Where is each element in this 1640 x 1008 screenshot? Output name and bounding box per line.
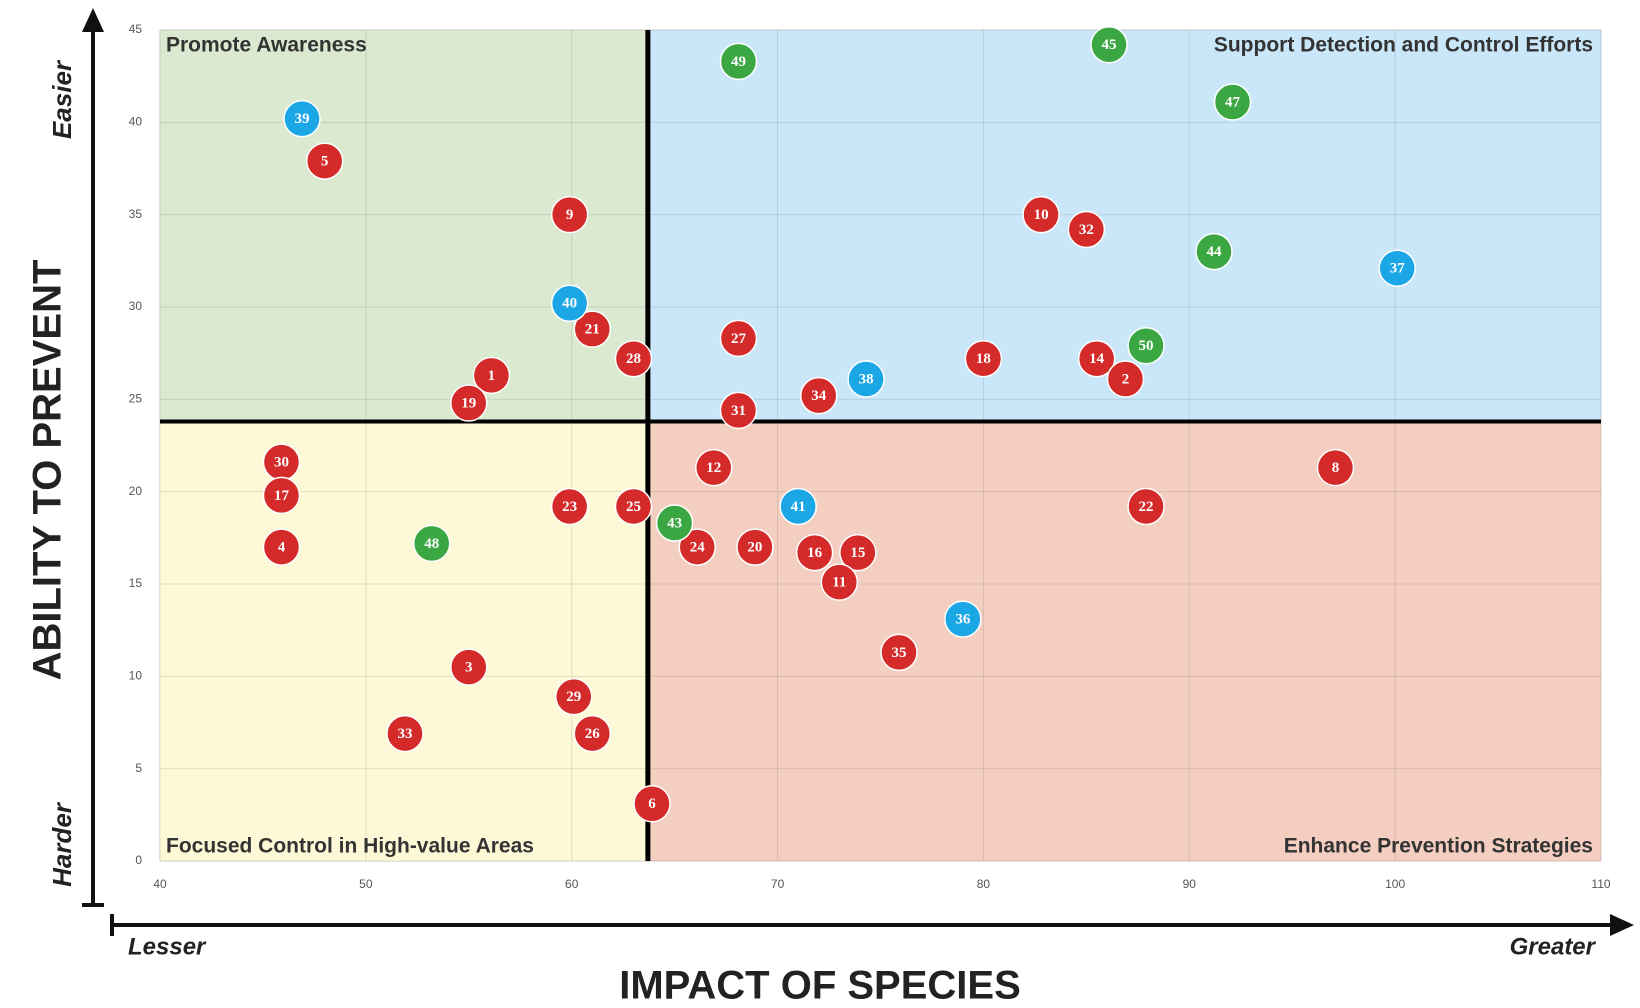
point-label: 18 bbox=[976, 351, 991, 367]
point-label: 11 bbox=[832, 575, 846, 591]
point-label: 24 bbox=[690, 540, 706, 556]
x-tick-label: 110 bbox=[1591, 877, 1610, 891]
y-axis-label: ABILITY TO PREVENT bbox=[26, 260, 70, 681]
quadrant-label: Support Detection and Control Efforts bbox=[1214, 34, 1593, 57]
y-tick-label: 25 bbox=[129, 392, 143, 406]
point-label: 45 bbox=[1102, 37, 1117, 53]
y-low-label: Harder bbox=[47, 801, 77, 887]
point-label: 33 bbox=[397, 726, 412, 742]
y-tick-label: 0 bbox=[135, 853, 142, 867]
quadrant-label: Promote Awareness bbox=[166, 34, 367, 57]
point-label: 5 bbox=[321, 154, 329, 170]
point-label: 27 bbox=[731, 331, 747, 347]
y-tick-label: 10 bbox=[129, 669, 143, 683]
y-tick-label: 40 bbox=[129, 115, 143, 129]
x-axis-label: IMPACT OF SPECIES bbox=[619, 964, 1021, 1008]
quadrant bbox=[160, 421, 648, 861]
point-label: 43 bbox=[667, 515, 682, 531]
quadrant-label: Focused Control in High-value Areas bbox=[166, 835, 534, 858]
point-label: 25 bbox=[626, 499, 641, 515]
point-label: 37 bbox=[1390, 261, 1406, 277]
quadrant-label: Enhance Prevention Strategies bbox=[1284, 835, 1593, 858]
point-label: 48 bbox=[424, 536, 439, 552]
point-label: 1 bbox=[488, 368, 496, 384]
y-tick-label: 20 bbox=[129, 484, 143, 498]
point-label: 23 bbox=[562, 499, 577, 515]
point-label: 4 bbox=[278, 540, 286, 556]
point-label: 44 bbox=[1206, 244, 1222, 260]
point-label: 26 bbox=[585, 726, 601, 742]
point-label: 34 bbox=[811, 388, 827, 404]
y-high-label: Easier bbox=[47, 59, 77, 139]
x-tick-label: 90 bbox=[1183, 877, 1197, 891]
point-label: 39 bbox=[295, 111, 310, 127]
point-label: 2 bbox=[1122, 371, 1130, 387]
point-label: 30 bbox=[274, 455, 289, 471]
y-tick-label: 15 bbox=[129, 576, 143, 590]
point-label: 22 bbox=[1139, 499, 1154, 515]
x-tick-label: 100 bbox=[1385, 877, 1405, 891]
chart: ABILITY TO PREVENT Easier Harder Lesser … bbox=[0, 0, 1640, 1008]
point-label: 32 bbox=[1079, 222, 1094, 238]
point-label: 8 bbox=[1332, 460, 1340, 476]
y-tick-label: 45 bbox=[129, 22, 143, 36]
point-label: 3 bbox=[465, 660, 473, 676]
point-label: 17 bbox=[274, 488, 290, 504]
quadrant bbox=[648, 421, 1601, 861]
point-label: 12 bbox=[706, 460, 721, 476]
point-label: 10 bbox=[1034, 207, 1049, 223]
point-label: 6 bbox=[648, 796, 656, 812]
point-label: 36 bbox=[955, 612, 971, 628]
point-label: 38 bbox=[859, 371, 874, 387]
point-label: 35 bbox=[892, 645, 907, 661]
point-label: 50 bbox=[1139, 338, 1154, 354]
point-label: 31 bbox=[731, 403, 746, 419]
point-label: 15 bbox=[850, 545, 865, 561]
x-low-label: Lesser bbox=[128, 933, 207, 960]
x-tick-label: 60 bbox=[565, 877, 579, 891]
point-label: 16 bbox=[807, 545, 823, 561]
x-tick-label: 70 bbox=[771, 877, 785, 891]
point-label: 41 bbox=[791, 499, 806, 515]
point-label: 40 bbox=[562, 296, 577, 312]
point-label: 21 bbox=[585, 322, 600, 338]
x-arrow-head bbox=[1610, 914, 1634, 936]
point-label: 19 bbox=[461, 395, 476, 411]
x-tick-label: 80 bbox=[977, 877, 991, 891]
x-high-label: Greater bbox=[1510, 933, 1597, 960]
point-label: 14 bbox=[1089, 351, 1105, 367]
point-label: 49 bbox=[731, 54, 746, 70]
point-label: 20 bbox=[747, 540, 762, 556]
x-tick-label: 50 bbox=[359, 877, 373, 891]
y-arrow-head bbox=[82, 8, 104, 32]
y-tick-label: 30 bbox=[129, 299, 143, 313]
y-tick-label: 35 bbox=[129, 207, 143, 221]
point-label: 9 bbox=[566, 207, 574, 223]
point-label: 47 bbox=[1225, 94, 1241, 110]
y-tick-label: 5 bbox=[135, 761, 142, 775]
point-label: 28 bbox=[626, 351, 641, 367]
x-tick-label: 40 bbox=[153, 877, 167, 891]
point-label: 29 bbox=[566, 689, 581, 705]
